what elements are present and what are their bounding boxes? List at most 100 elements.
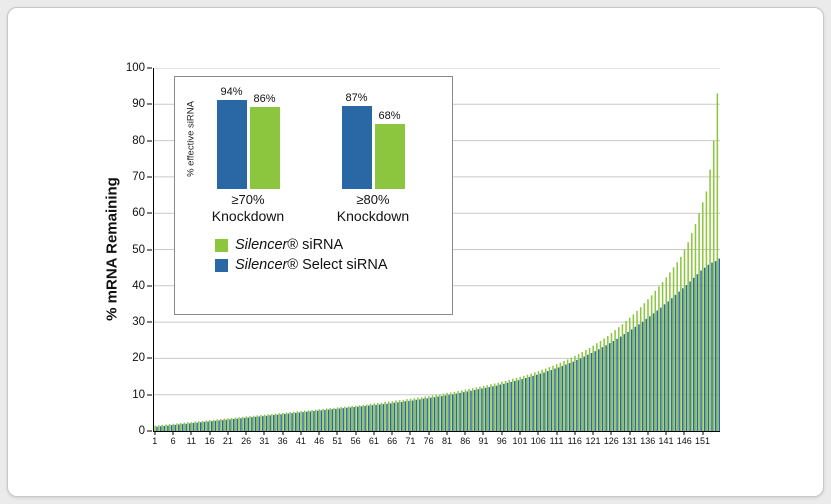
group-label-word: Knockdown bbox=[211, 207, 285, 224]
x-tick-mark bbox=[245, 432, 247, 435]
inset-value-label: 68% bbox=[378, 110, 401, 123]
x-tick-mark bbox=[409, 432, 411, 435]
legend: Silencer® siRNA Silencer® Select siRNA bbox=[215, 237, 388, 273]
x-tick-label: 141 bbox=[658, 436, 674, 446]
x-tick-mark bbox=[190, 432, 192, 435]
y-tick-label: 30 bbox=[132, 316, 145, 329]
x-tick-label: 1 bbox=[152, 436, 158, 446]
inset-bar-select bbox=[216, 99, 247, 189]
y-tick-mark bbox=[147, 357, 152, 359]
y-tick-mark bbox=[147, 394, 152, 396]
x-tick-mark bbox=[373, 432, 375, 435]
y-tick-label: 50 bbox=[132, 243, 145, 256]
x-tick-label: 101 bbox=[512, 436, 528, 446]
y-tick-label: 90 bbox=[132, 98, 145, 111]
legend-label: Silencer® siRNA bbox=[235, 237, 343, 253]
x-tick-label: 26 bbox=[241, 436, 252, 446]
x-tick-label: 81 bbox=[441, 436, 452, 446]
group-label-word: Knockdown bbox=[336, 207, 410, 224]
x-tick-label: 21 bbox=[222, 436, 233, 446]
x-tick-mark bbox=[263, 432, 265, 435]
y-tick-label: 80 bbox=[132, 134, 145, 147]
x-tick-label: 46 bbox=[314, 436, 325, 446]
x-tick-label: 151 bbox=[695, 436, 711, 446]
x-tick-mark bbox=[629, 432, 631, 435]
inset-panel: % effective siRNA 94% 86% 87% 68% bbox=[174, 76, 453, 315]
x-tick-mark bbox=[446, 432, 448, 435]
x-tick-label: 116 bbox=[567, 436, 582, 446]
x-tick-label: 131 bbox=[622, 436, 638, 446]
y-tick-mark bbox=[147, 140, 152, 142]
inset-group-80: 87% 68% bbox=[340, 85, 406, 189]
x-tick-mark bbox=[209, 432, 211, 435]
x-tick-label: 126 bbox=[603, 436, 619, 446]
x-tick-mark bbox=[537, 432, 539, 435]
y-tick-label: 100 bbox=[125, 62, 145, 74]
x-tick-label: 16 bbox=[204, 436, 215, 446]
inset-value-label: 94% bbox=[220, 85, 243, 98]
x-tick-mark bbox=[482, 432, 484, 435]
x-tick-mark bbox=[556, 432, 557, 435]
inset-barcol-select-70: 94% bbox=[215, 86, 248, 189]
x-tick-mark bbox=[336, 432, 338, 435]
inset-value-label: 86% bbox=[253, 93, 276, 106]
x-tick-label: 36 bbox=[277, 436, 288, 446]
y-tick-label: 60 bbox=[132, 207, 145, 220]
x-tick-label: 76 bbox=[423, 436, 434, 446]
y-tick-label: 70 bbox=[132, 170, 145, 183]
inset-bar-silencer bbox=[249, 107, 280, 189]
x-tick-mark bbox=[355, 432, 357, 435]
x-tick-label: 86 bbox=[460, 436, 471, 446]
y-tick-mark bbox=[147, 103, 152, 105]
x-tick-mark bbox=[172, 432, 174, 435]
x-tick-label: 41 bbox=[295, 436, 306, 446]
inset-barcol-silencer-80: 68% bbox=[373, 110, 406, 189]
x-tick-label: 121 bbox=[585, 436, 601, 446]
legend-item-silencer: Silencer® siRNA bbox=[215, 237, 388, 253]
x-tick-mark bbox=[428, 432, 430, 435]
inset-bar-select bbox=[341, 106, 372, 189]
x-tick-label: 61 bbox=[368, 436, 379, 446]
x-tick-mark bbox=[665, 432, 667, 435]
x-tick-label: 51 bbox=[332, 436, 343, 446]
inset-barcol-silencer-70: 86% bbox=[248, 93, 281, 189]
inset-barcol-select-80: 87% bbox=[340, 92, 373, 189]
x-tick-mark bbox=[282, 432, 284, 435]
blue-swatch bbox=[215, 258, 228, 272]
legend-brand: Silencer bbox=[235, 237, 288, 253]
inset-bar-silencer bbox=[374, 124, 405, 189]
x-tick-label: 56 bbox=[350, 436, 361, 446]
y-tick-label: 40 bbox=[132, 279, 145, 292]
y-tick-label: 0 bbox=[138, 425, 145, 437]
inset-y-axis-title: % effective siRNA bbox=[185, 101, 197, 177]
x-tick-label: 96 bbox=[496, 436, 507, 446]
x-tick-mark bbox=[519, 432, 521, 435]
y-tick-mark bbox=[147, 249, 152, 250]
x-tick-label: 11 bbox=[186, 436, 196, 446]
y-tick-mark bbox=[147, 430, 152, 432]
legend-label: Silencer® Select siRNA bbox=[235, 257, 388, 273]
legend-rest: ® siRNA bbox=[287, 237, 344, 253]
chart-card: % mRNA Remaining % effective siRNA 94% 8… bbox=[7, 7, 824, 497]
x-tick-mark bbox=[574, 432, 576, 435]
x-tick-label: 6 bbox=[170, 436, 176, 446]
x-tick-mark bbox=[683, 432, 685, 435]
y-tick-mark bbox=[147, 285, 152, 287]
x-tick-mark bbox=[318, 432, 320, 435]
x-tick-label: 91 bbox=[478, 436, 489, 446]
inset-value-label: 87% bbox=[345, 92, 368, 105]
inset-group-70: 94% 86% bbox=[215, 85, 281, 189]
x-tick-label: 146 bbox=[676, 436, 692, 446]
x-tick-label: 136 bbox=[640, 436, 656, 446]
x-tick-label: 71 bbox=[405, 436, 416, 446]
y-tick-mark bbox=[147, 321, 152, 323]
group-label-value: ≥70% bbox=[231, 192, 265, 207]
x-tick-label: 106 bbox=[530, 436, 546, 446]
x-tick-label: 31 bbox=[259, 436, 270, 446]
x-tick-mark bbox=[300, 432, 302, 435]
x-tick-mark bbox=[391, 432, 393, 435]
legend-rest: ® Select siRNA bbox=[287, 257, 388, 273]
x-tick-mark bbox=[592, 432, 594, 435]
x-tick-label: 66 bbox=[387, 436, 398, 446]
